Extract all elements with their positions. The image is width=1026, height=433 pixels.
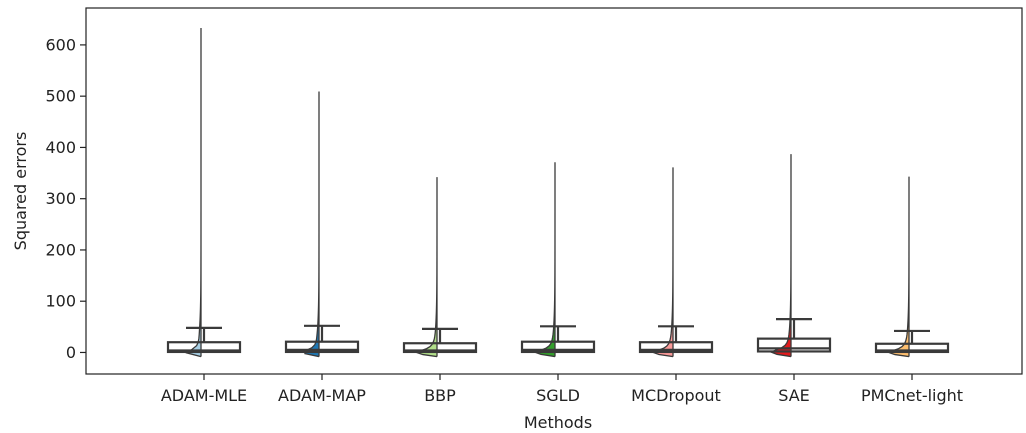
x-tick-label: MCDropout bbox=[631, 386, 721, 405]
violin-6 bbox=[887, 176, 910, 358]
x-axis: ADAM-MLE ADAM-MAP BBP SGLD MCDropout SAE PMCne… bbox=[161, 374, 963, 405]
y-tick-label: 400 bbox=[45, 138, 76, 157]
violin-5 bbox=[769, 154, 792, 358]
y-tick-label: 300 bbox=[45, 189, 76, 208]
violin-4 bbox=[651, 167, 674, 358]
y-tick-label: 200 bbox=[45, 240, 76, 259]
box-5 bbox=[756, 337, 832, 353]
violins bbox=[185, 27, 910, 358]
y-tick-label: 600 bbox=[45, 35, 76, 54]
x-tick-label: PMCnet-light bbox=[861, 386, 963, 405]
y-tick-label: 500 bbox=[45, 87, 76, 106]
x-tick-label: ADAM-MAP bbox=[278, 386, 366, 405]
x-tick-label: SAE bbox=[778, 386, 810, 405]
x-tick-label: ADAM-MLE bbox=[161, 386, 247, 405]
x-tick-label: SGLD bbox=[536, 386, 580, 405]
y-axis: 0 100 200 300 400 500 600 bbox=[45, 35, 86, 362]
y-axis-label: Squared errors bbox=[11, 132, 30, 251]
violin-1 bbox=[304, 91, 320, 358]
x-tick-label: BBP bbox=[424, 386, 456, 405]
violin-0 bbox=[185, 27, 202, 358]
boxes bbox=[166, 318, 950, 354]
y-tick-label: 100 bbox=[45, 292, 76, 311]
plot-area-frame bbox=[85, 7, 1023, 375]
x-axis-label: Methods bbox=[524, 413, 592, 432]
y-tick-label: 0 bbox=[66, 343, 76, 362]
violin-3 bbox=[533, 162, 556, 358]
